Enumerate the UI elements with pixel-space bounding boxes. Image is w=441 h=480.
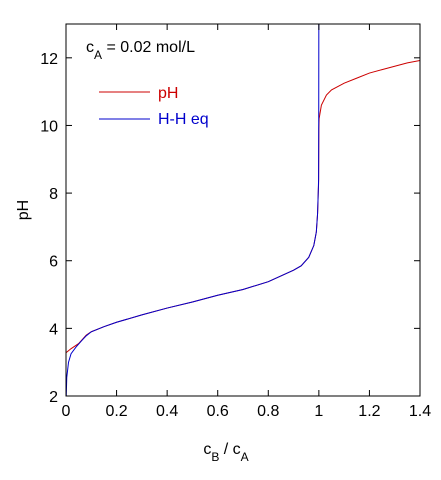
- y-tick-label: 2: [49, 389, 58, 406]
- y-axis-ticks: 2 4 6 8 10 12: [40, 51, 420, 406]
- legend: pH H-H eq: [99, 85, 209, 128]
- x-axis-ticks: 0 0.2 0.4 0.6 0.8 1 1.2 1.4: [62, 24, 431, 420]
- x-tick-label: 0.4: [156, 403, 178, 420]
- y-tick-label: 8: [49, 186, 58, 203]
- plot-marks: [66, 24, 420, 396]
- plot-frame: [65, 23, 421, 397]
- x-tick-label: 1.2: [358, 403, 380, 420]
- concentration-annotation: cA = 0.02 mol/L: [86, 39, 195, 62]
- y-tick-label: 12: [40, 51, 58, 68]
- x-tick-label: 0.6: [207, 403, 229, 420]
- y-tick-label: 6: [49, 254, 58, 271]
- legend-label-ph: pH: [158, 85, 178, 102]
- x-tick-label: 1: [314, 403, 323, 420]
- x-tick-label: 0: [62, 403, 71, 420]
- x-tick-label: 0.8: [257, 403, 279, 420]
- legend-label-hh: H-H eq: [158, 111, 209, 128]
- series-line-hh-eq: [66, 24, 320, 396]
- y-tick-label: 10: [40, 118, 58, 135]
- x-tick-label: 0.2: [105, 403, 127, 420]
- series-line-ph: [66, 60, 420, 354]
- x-axis-title: cB / cA: [203, 441, 248, 464]
- y-axis-title: pH: [15, 200, 32, 220]
- y-tick-label: 4: [49, 321, 58, 338]
- x-tick-label: 1.4: [409, 403, 431, 420]
